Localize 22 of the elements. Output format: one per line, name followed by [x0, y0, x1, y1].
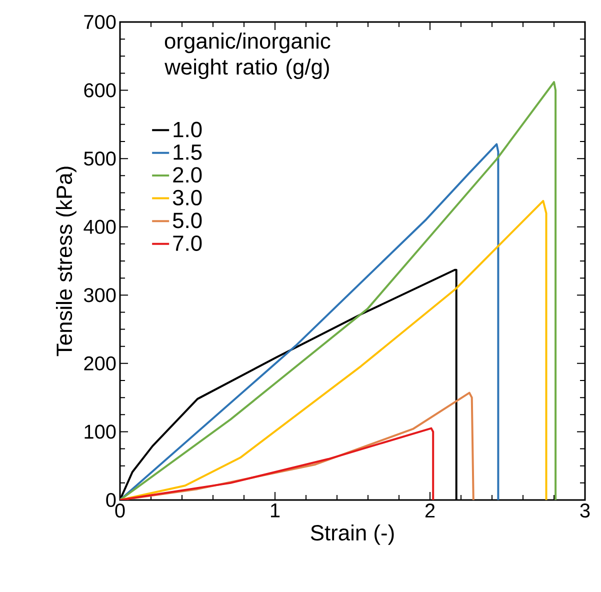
y-tick-label: 0 [106, 492, 116, 508]
legend-label: 1.0 [174, 122, 202, 138]
legend-label: 7.0 [173, 235, 202, 251]
legend-label: 3.0 [172, 190, 202, 206]
line-series [120, 427, 434, 500]
y-tick-label: 100 [84, 424, 116, 439]
x-axis-title: Strain (-) [310, 524, 394, 545]
legend-title: organic/inorganic weight ratio (g/g) [164, 32, 330, 80]
x-tick-label: 1 [270, 504, 280, 518]
y-tick-label: 400 [84, 220, 116, 234]
y-tick-label: 300 [84, 288, 116, 302]
legend-label: 1.5 [174, 144, 202, 160]
y-tick-label: 500 [84, 152, 116, 166]
x-tick-label: 2 [425, 504, 435, 518]
legend-label: 2.0 [173, 167, 202, 183]
y-tick-label: 700 [84, 14, 116, 30]
y-tick-label: 200 [84, 356, 116, 370]
x-tick-label: 3 [580, 504, 590, 518]
x-tick-label: 0 [115, 504, 125, 518]
legend-label: 5.0 [172, 212, 202, 228]
y-tick-label: 600 [84, 83, 116, 98]
y-axis-title: Tensile stress (kPa) [56, 166, 76, 356]
